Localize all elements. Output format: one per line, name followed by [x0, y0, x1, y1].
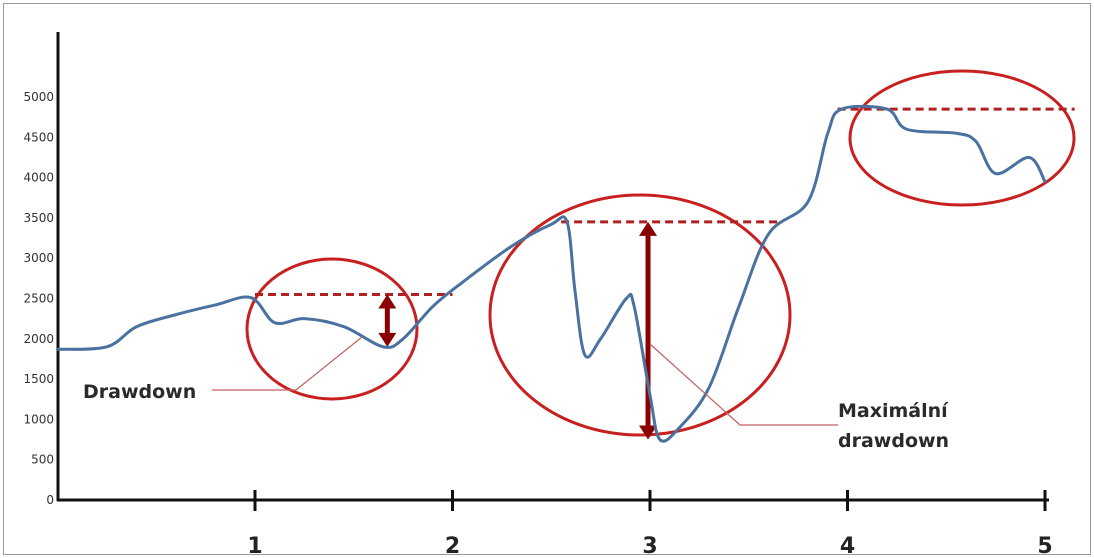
y-tick-label: 2500	[23, 292, 54, 306]
y-tick-label: 4500	[23, 130, 54, 144]
equity-line	[56, 104, 1047, 443]
x-tick-label: 2	[445, 534, 460, 558]
max-drawdown-label: Maximální	[838, 400, 949, 422]
max-drawdown-label-pointer	[649, 343, 838, 426]
max-drawdown-label: drawdown	[838, 430, 949, 452]
y-tick-label: 5000	[23, 90, 54, 104]
ellipse-peak	[848, 69, 1076, 207]
chart-frame	[3, 3, 1091, 555]
x-tick-label: 1	[247, 534, 262, 558]
x-tick-label: 3	[642, 534, 657, 558]
drawdown-arrow-head-up	[378, 294, 397, 309]
drawdown-label: Drawdown	[83, 381, 196, 403]
drawdown-arrow-head-down	[639, 425, 658, 440]
x-tick-label: 4	[840, 534, 855, 558]
y-tick-label: 4000	[23, 171, 54, 185]
x-tick-label: 5	[1037, 534, 1052, 558]
y-tick-label: 3500	[23, 211, 54, 225]
y-tick-label: 2000	[23, 332, 54, 346]
ellipse-drawdown	[245, 257, 419, 401]
drawdown-arrow-head-up	[639, 221, 658, 236]
y-tick-label: 1500	[23, 372, 54, 386]
drawdown-arrow-head-down	[378, 332, 397, 347]
y-tick-label: 500	[31, 453, 54, 467]
y-tick-label: 1000	[23, 412, 54, 426]
y-tick-label: 0	[46, 493, 54, 507]
y-tick-label: 3000	[23, 251, 54, 265]
drawdown-label-pointer	[212, 336, 363, 391]
ellipse-max-drawdown	[488, 193, 792, 437]
